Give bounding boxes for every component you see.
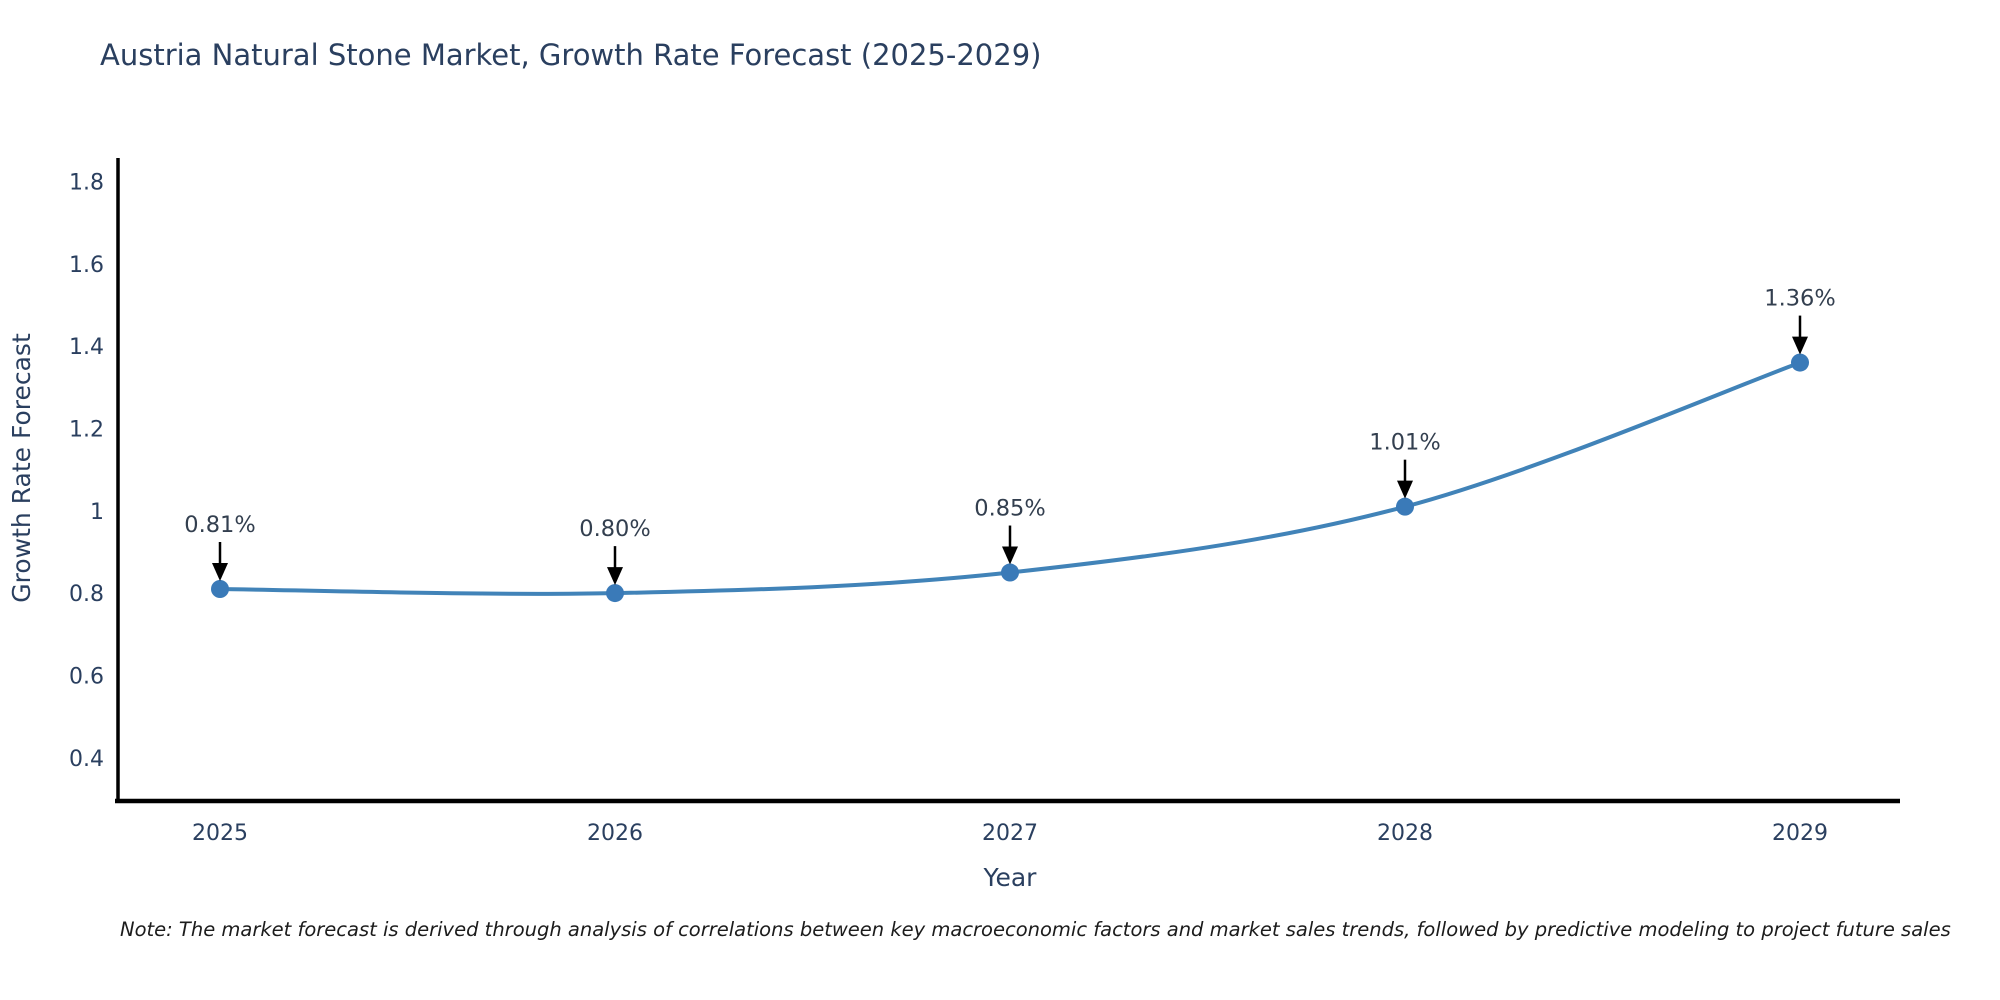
y-tick-label: 1.8	[69, 170, 104, 195]
data-point-label: 0.85%	[974, 496, 1045, 522]
footnote: Note: The market forecast is derived thr…	[120, 918, 1951, 941]
annotation-arrow-head	[212, 562, 228, 581]
y-tick-label: 1.2	[69, 417, 104, 442]
data-point-marker	[1001, 563, 1019, 582]
x-tick-label: 2025	[192, 821, 248, 846]
data-point-label: 0.80%	[579, 516, 650, 542]
x-tick-label: 2026	[587, 821, 643, 846]
y-tick-label: 0.8	[69, 582, 104, 607]
data-point-marker	[1396, 497, 1414, 516]
annotation-arrow-head	[1397, 480, 1413, 499]
x-axis-title: Year	[983, 863, 1038, 892]
y-tick-label: 1.6	[69, 253, 104, 278]
x-tick-label: 2027	[982, 821, 1038, 846]
y-tick-label: 0.6	[69, 664, 104, 689]
data-point-label: 1.36%	[1764, 286, 1835, 312]
annotation-arrow-head	[607, 567, 623, 586]
data-point-marker	[606, 584, 624, 603]
x-tick-label: 2028	[1377, 821, 1433, 846]
annotation-arrow-head	[1792, 336, 1808, 355]
line-chart: 0.4 0.6 0.8 1 1.2 1.4 1.6 1.8 2025 2026 2027 2028 20…	[7, 158, 1900, 892]
x-tick-label: 2029	[1772, 821, 1828, 846]
y-tick-label: 0.4	[69, 747, 104, 772]
data-point-label: 0.81%	[184, 512, 255, 538]
data-point-label: 1.01%	[1369, 430, 1440, 456]
y-tick-label: 1.4	[69, 335, 104, 360]
chart-title: Austria Natural Stone Market, Growth Rat…	[100, 38, 1042, 72]
data-point-marker	[1791, 353, 1809, 372]
y-tick-label: 1	[90, 500, 104, 525]
annotation-arrow-head	[1002, 546, 1018, 565]
data-point-marker	[211, 579, 229, 598]
y-axis-title: Growth Rate Forecast	[7, 333, 36, 603]
